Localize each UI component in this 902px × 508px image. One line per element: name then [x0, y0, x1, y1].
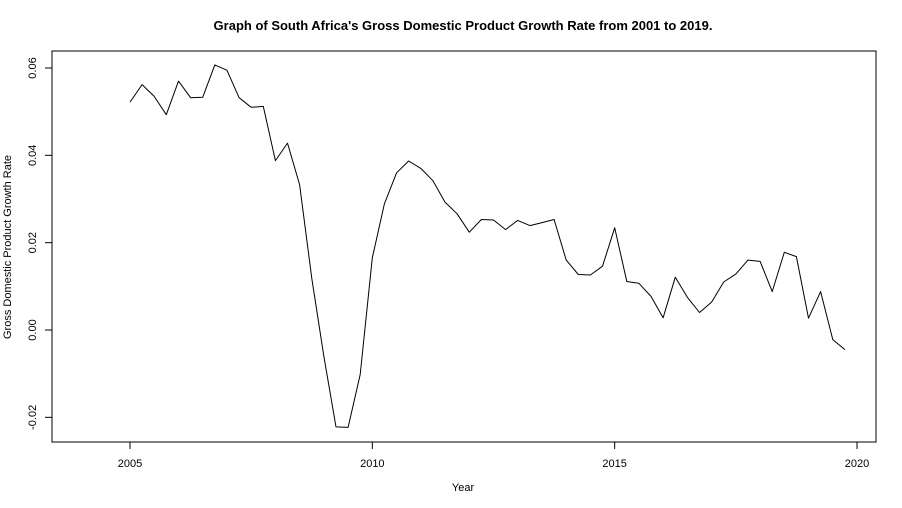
series-layer — [129, 64, 846, 428]
chart-title: Graph of South Africa's Gross Domestic P… — [214, 18, 713, 33]
y-axis-label: Gross Domestic Product Growth Rate — [2, 155, 14, 339]
y-tick-label: 0.00 — [27, 319, 39, 340]
x-tick-label: 2010 — [360, 458, 384, 470]
x-tick-label: 2020 — [845, 458, 869, 470]
y-tick-label: -0.02 — [27, 405, 39, 430]
y-tick-label: 0.06 — [27, 57, 39, 78]
x-axis-label: Year — [452, 482, 475, 494]
series-line — [129, 64, 846, 428]
y-axis: -0.02 0.00 0.02 0.04 0.06 — [27, 57, 53, 430]
x-axis: 2005 2010 2015 2020 — [118, 441, 869, 470]
plot-frame — [51, 50, 877, 443]
x-tick-label: 2005 — [118, 458, 142, 470]
y-tick-label: 0.02 — [27, 232, 39, 253]
x-tick-label: 2015 — [602, 458, 626, 470]
y-tick-label: 0.04 — [27, 145, 39, 166]
